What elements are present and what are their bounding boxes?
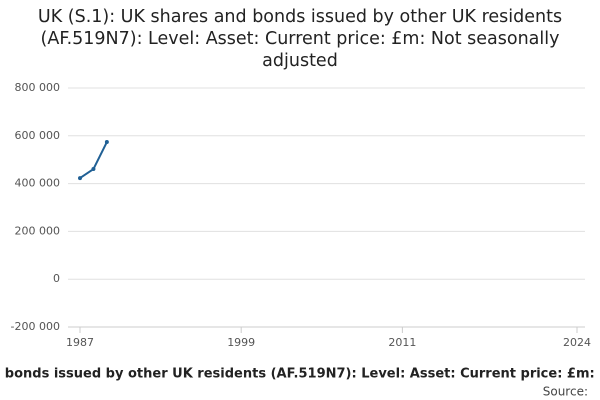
legend-entry: UK (S.1): UK shares and bonds issued by … (0, 367, 600, 382)
y-tick-label: 600 000 (15, 129, 61, 142)
y-tick-label: 800 000 (15, 81, 61, 94)
point (104, 140, 109, 145)
y-tick-label: 400 000 (15, 177, 61, 190)
x-tick-label: 1987 (66, 336, 94, 349)
source: Source: (543, 385, 588, 399)
y-tick-label: 200 000 (15, 224, 61, 237)
point (91, 167, 96, 172)
x-tick-label: 2011 (388, 336, 416, 349)
point (78, 176, 82, 181)
x-tick-label: 2024 (563, 336, 591, 349)
y-tick-label: 0 (53, 272, 60, 285)
line (79, 141, 108, 179)
chart-title: UK (S.1): UK shares and bonds issued by … (37, 7, 563, 71)
x-tick-label: 1999 (227, 336, 255, 349)
y-tick-label: -200 000 (11, 320, 60, 333)
